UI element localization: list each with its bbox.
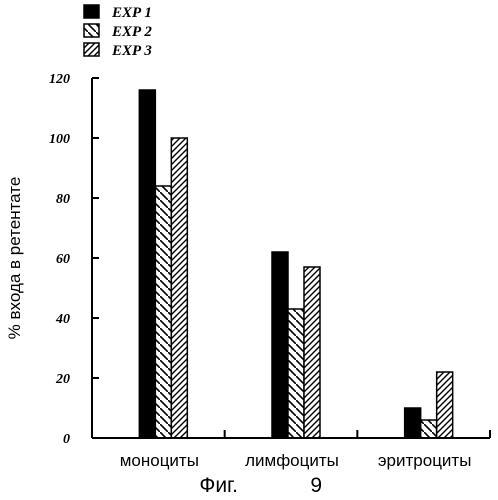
bar-exp-2 [419, 419, 438, 439]
bar-exp-1 [138, 89, 157, 439]
bar-exp-3 [170, 137, 189, 439]
legend-swatch [83, 23, 100, 38]
figure-caption-number: 9 [310, 474, 322, 497]
x-tick-labels: моноциты лимфоциты эритроциты [120, 451, 472, 470]
y-tick-label: 20 [55, 372, 70, 387]
legend-label: EXP 2 [111, 24, 152, 40]
legend-swatch [83, 42, 100, 57]
y-tick-label: 80 [56, 192, 70, 207]
bars [138, 89, 454, 439]
bar-exp-1 [403, 407, 422, 439]
bar-exp-2 [287, 308, 305, 439]
y-tick-label: 100 [49, 132, 70, 147]
x-tick-label: моноциты [120, 451, 199, 470]
y-tick-label: 120 [49, 72, 70, 87]
bar-exp-2 [154, 185, 173, 439]
y-axis-label: % входа в ретентате [5, 177, 24, 340]
legend-label: EXP 3 [111, 43, 152, 59]
legend-swatch [83, 4, 100, 19]
legend-label: EXP 1 [111, 5, 152, 21]
x-tick-label: лимфоциты [245, 451, 339, 470]
bar-exp-3 [303, 266, 321, 439]
y-tick-label: 60 [56, 252, 70, 267]
bar-exp-1 [271, 251, 289, 439]
y-ticks: 0 20 40 60 80 100 120 [49, 72, 99, 447]
legend: EXP 1 EXP 2 EXP 3 [83, 4, 152, 59]
y-tick-label: 0 [63, 432, 70, 447]
x-tick-label: эритроциты [378, 451, 472, 470]
figure-caption-word: Фиг. [199, 474, 238, 497]
bar-exp-3 [435, 371, 454, 439]
y-tick-label: 40 [55, 312, 70, 327]
